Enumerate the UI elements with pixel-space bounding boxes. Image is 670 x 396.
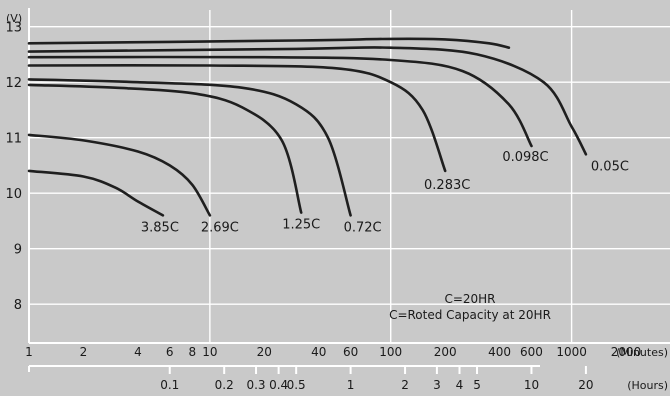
series-line-top xyxy=(27,37,511,49)
x2-tick-label: 0.1 xyxy=(160,378,179,392)
x-tick-label: 4 xyxy=(134,345,142,359)
x-tick-label: 10 xyxy=(202,345,217,359)
series-line-0.283C xyxy=(27,63,447,173)
series-line-2.69C xyxy=(27,133,212,217)
series-label: 3.85C xyxy=(141,220,179,235)
y-tick-label: 12 xyxy=(5,76,22,91)
series-line-3.85C xyxy=(27,169,165,217)
x-tick-label: 1000 xyxy=(556,345,587,359)
x2-tick-label: 4 xyxy=(456,378,464,392)
x-tick-label: 8 xyxy=(189,345,197,359)
grid xyxy=(29,10,670,343)
series-label: 0.72C xyxy=(344,220,382,235)
x-tick-label: 40 xyxy=(311,345,326,359)
series-line-0.098C xyxy=(27,55,533,148)
x-tick-label: 60 xyxy=(343,345,358,359)
x-tick-label: 400 xyxy=(488,345,511,359)
x2-tick-label: 3 xyxy=(433,378,441,392)
x2-tick-label: 2 xyxy=(401,378,409,392)
note-capacity-rate: C=20HR xyxy=(444,292,495,306)
x2-tick-label: 10 xyxy=(524,378,539,392)
series-label: 2.69C xyxy=(201,220,239,235)
x-tick-label: 600 xyxy=(520,345,543,359)
x2-tick-label: 20 xyxy=(578,378,593,392)
x2-tick-label: 0.3 xyxy=(246,378,265,392)
y-axis-label: (V) xyxy=(6,12,22,25)
x2-tick-label: 0.5 xyxy=(287,378,306,392)
y-tick-label: 10 xyxy=(5,187,22,202)
x-tick-label: 200 xyxy=(434,345,457,359)
x2-tick-label: 0.2 xyxy=(215,378,234,392)
x-tick-label: 100 xyxy=(379,345,402,359)
y-tick-label: 8 xyxy=(14,298,22,313)
series-label: 0.098C xyxy=(502,150,548,165)
x2-axis-label: (Hours) xyxy=(627,379,668,392)
x2-tick-label: 5 xyxy=(473,378,481,392)
note-capacity-definition: C=Roted Capacity at 20HR xyxy=(389,308,551,322)
x-tick-label: 1 xyxy=(25,345,33,359)
y-tick-label: 9 xyxy=(14,243,22,258)
series-line-0.05C xyxy=(27,46,588,156)
x2-tick-label: 1 xyxy=(347,378,355,392)
series-line-0.72C xyxy=(27,78,352,217)
x-tick-label: 20 xyxy=(257,345,272,359)
x-axis-label: (Minutes) xyxy=(616,346,668,359)
axes xyxy=(28,8,670,374)
y-tick-label: 11 xyxy=(5,132,22,147)
series-label: 0.283C xyxy=(424,178,470,193)
y-tick-label: 13 xyxy=(5,21,22,36)
x2-tick-label: 0.4 xyxy=(269,378,288,392)
x-tick-label: 2000 xyxy=(611,345,642,359)
x-tick-label: 2 xyxy=(80,345,88,359)
x-tick-label: 6 xyxy=(166,345,174,359)
series-label: 0.05C xyxy=(591,159,629,174)
series-label: 1.25C xyxy=(282,218,320,233)
curves xyxy=(27,37,588,217)
series-line-1.25C xyxy=(27,83,303,214)
